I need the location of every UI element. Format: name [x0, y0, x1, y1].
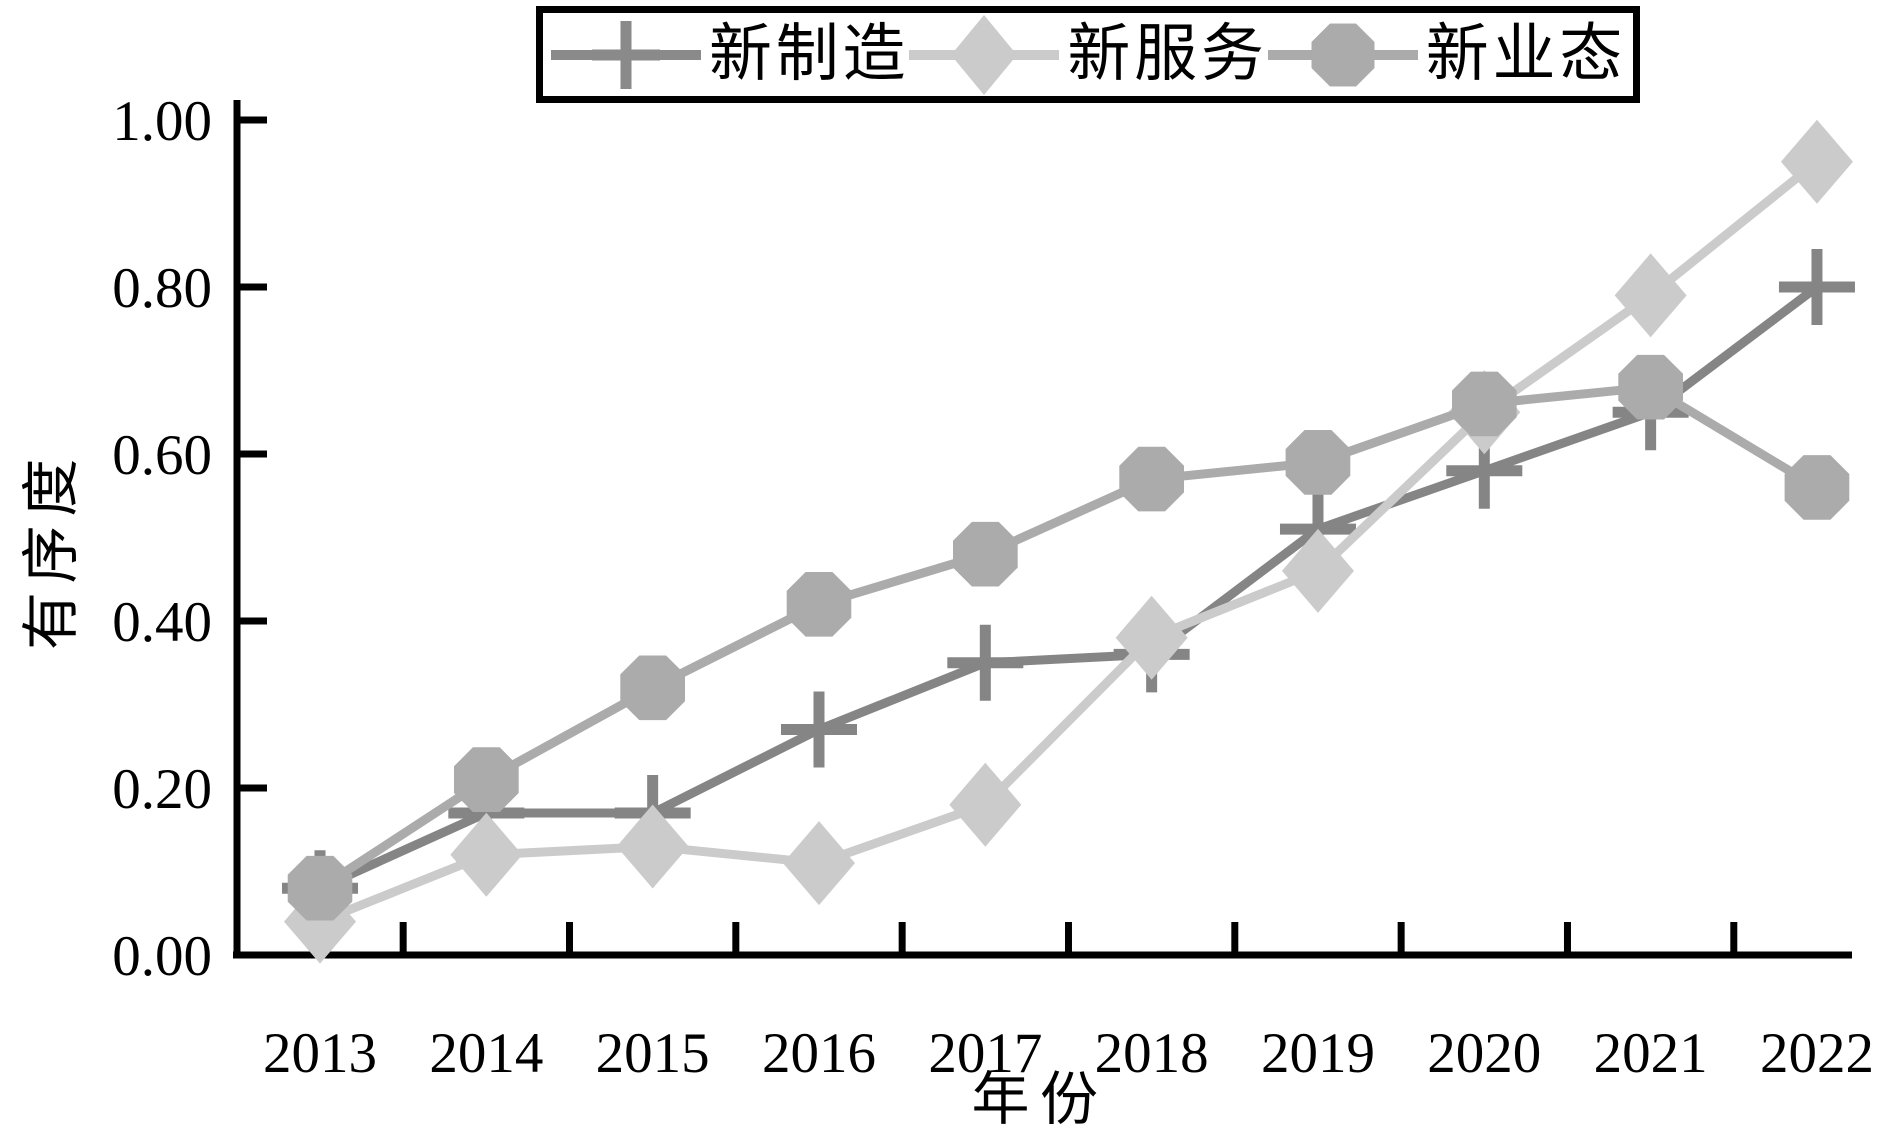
diamond-marker-icon [1614, 253, 1687, 338]
diamond-marker-icon [450, 812, 523, 897]
diamond-marker-icon [1780, 119, 1853, 204]
diamond-marker-icon [909, 14, 1060, 95]
legend-label: 新制造 [709, 19, 910, 89]
diamond-marker-icon [949, 762, 1022, 847]
diamond-marker-icon [782, 821, 855, 906]
octagon-marker-icon [953, 521, 1018, 587]
x-tick-label: 2014 [429, 1022, 543, 1085]
x-tick-label: 2022 [1760, 1022, 1874, 1085]
y-tick-label: 0.20 [112, 758, 212, 821]
x-tick-label: 2013 [263, 1022, 377, 1085]
y-axis: 0.00 0.20 0.40 0.60 0.80 1.00 [112, 90, 267, 988]
legend-item-new-business-forms: 新业态 [1267, 12, 1627, 98]
octagon-marker-icon [786, 572, 852, 637]
y-tick-label: 0.60 [112, 424, 212, 487]
diamond-marker-icon [1281, 528, 1354, 613]
series-1-plus [282, 249, 1855, 927]
series-2-diamond [284, 119, 1853, 964]
octagon-marker-icon [454, 747, 519, 812]
x-tick-label: 2017 [928, 1022, 1042, 1085]
diamond-marker-icon [616, 804, 689, 889]
legend-item-new-manufacturing: 新制造 [551, 12, 909, 98]
legend-item-new-services: 新服务 [909, 12, 1267, 98]
series-line [317, 382, 1820, 892]
plus-marker-icon [780, 691, 857, 768]
x-tick-label: 2021 [1594, 1022, 1708, 1085]
series-3-octagon [287, 354, 1850, 921]
octagon-marker-icon [1285, 430, 1351, 495]
y-tick-label: 0.00 [112, 925, 212, 988]
octagon-marker-icon [1784, 455, 1850, 520]
y-tick-label: 0.80 [112, 257, 212, 320]
legend-label: 新业态 [1425, 19, 1627, 89]
series-line [318, 283, 1820, 893]
octagon-marker-icon [1119, 446, 1184, 512]
x-tick-label: 2016 [762, 1022, 876, 1085]
octagon-marker-icon [287, 855, 353, 921]
x-axis: 2013 2014 2015 2016 2017 2018 2019 2020 2021 2022 [233, 922, 1874, 1085]
y-tick-label: 0.40 [112, 591, 212, 654]
octagon-marker-icon [1452, 371, 1517, 437]
y-tick-label: 1.00 [112, 90, 212, 153]
x-tick-label: 2019 [1261, 1022, 1375, 1085]
octagon-marker-icon [1267, 23, 1418, 86]
diamond-marker-icon [1115, 595, 1188, 680]
x-tick-label: 2020 [1427, 1022, 1541, 1085]
series-line [318, 158, 1820, 926]
plus-marker-icon [1778, 249, 1855, 325]
x-tick-label: 2015 [596, 1022, 710, 1085]
octagon-marker-icon [1618, 354, 1683, 420]
x-axis-title: 年份 [971, 1067, 1109, 1132]
legend: 新制造 新服务 新业态 [536, 6, 1640, 103]
plus-marker-icon [947, 624, 1024, 701]
plus-marker-icon [551, 20, 701, 89]
legend-label: 新服务 [1067, 19, 1268, 89]
x-tick-label: 2018 [1095, 1022, 1209, 1085]
octagon-marker-icon [620, 655, 685, 721]
y-axis-title-text: 有序度 [19, 449, 85, 651]
